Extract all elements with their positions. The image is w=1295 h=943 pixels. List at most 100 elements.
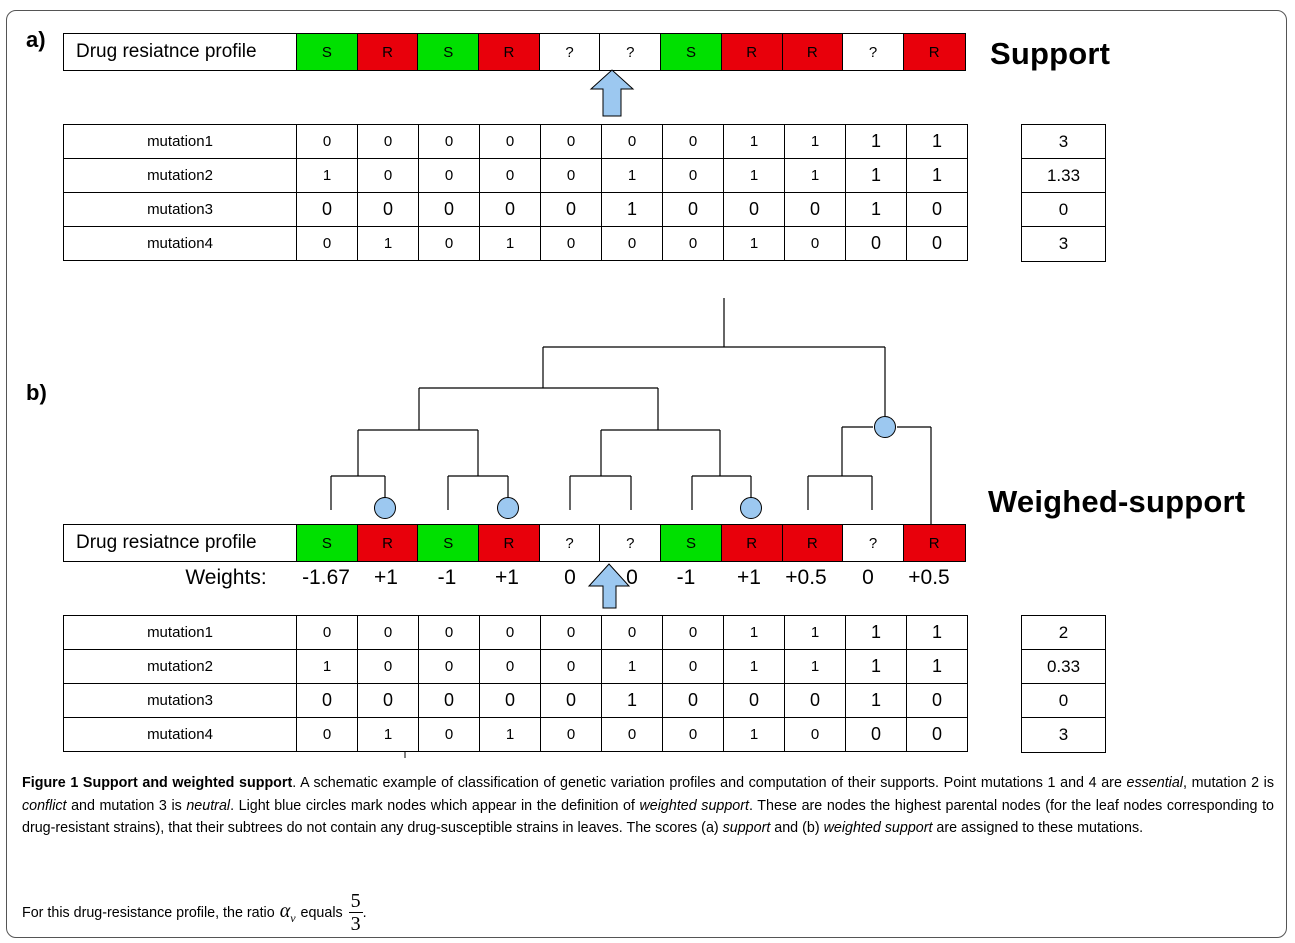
- table-row: mutation1 0 0 0 0 0 0 0 1 1 1 1: [63, 615, 968, 650]
- weighted-support-title: Weighed-support: [988, 484, 1246, 519]
- support-title: Support: [990, 36, 1111, 71]
- score-cell: 0: [1022, 193, 1105, 227]
- mutation-table-a: mutation1 0 0 0 0 0 0 0 1 1 1 1 mutation2 1 0 0 0 0 1 0 1 1 1 1…: [63, 124, 968, 261]
- mutation-value: 0: [296, 615, 358, 650]
- profile-cell: ?: [843, 34, 904, 70]
- profile-cell: ?: [539, 34, 601, 70]
- alpha-symbol: αv: [280, 900, 296, 926]
- table-row: mutation3 0 0 0 0 0 1 0 0 0 1 0: [63, 192, 968, 227]
- alpha-glyph: α: [279, 899, 291, 922]
- mutation-value: 1: [357, 717, 419, 752]
- up-arrow-icon: [589, 69, 635, 117]
- mutation-name: mutation3: [63, 192, 297, 227]
- profile-cell: R: [357, 34, 419, 70]
- weight-value: +1: [737, 566, 761, 589]
- mutation-value: 0: [662, 649, 724, 684]
- ratio-text: For this drug-resistance profile, the ra…: [22, 904, 275, 921]
- profile-cell: S: [418, 525, 480, 561]
- weight-value: +1: [495, 566, 519, 589]
- weights-label: Weights:: [185, 566, 267, 589]
- mutation-value: 1: [601, 158, 663, 193]
- profile-cell: R: [903, 34, 965, 70]
- table-row: mutation4 0 1 0 1 0 0 0 1 0 0 0: [63, 226, 968, 261]
- profile-cell: S: [297, 525, 358, 561]
- score-cell: 0.33: [1022, 650, 1105, 684]
- table-row: mutation4 0 1 0 1 0 0 0 1 0 0 0: [63, 717, 968, 752]
- mutation-value: 0: [296, 717, 358, 752]
- highlighted-nodes: [374, 416, 896, 519]
- mutation-value: 0: [418, 226, 480, 261]
- mutation-value: 0: [418, 649, 480, 684]
- table-row: mutation2 1 0 0 0 0 1 0 1 1 1 1: [63, 649, 968, 684]
- mutation-value: 0: [723, 192, 785, 227]
- mutation-value: 1: [723, 717, 785, 752]
- profile-cell: ?: [843, 525, 904, 561]
- mutation-name: mutation2: [63, 158, 297, 193]
- node-circle-icon: [740, 497, 762, 519]
- mutation-table-b: mutation1 0 0 0 0 0 0 0 1 1 1 1 mutation2 1 0 0 0 0 1 0 1 1 1 1…: [63, 615, 968, 752]
- mutation-value: 1: [601, 192, 663, 227]
- drug-resistance-profile-a: Drug resiatnce profile S R S R?? S R R? R: [63, 33, 966, 71]
- mutation-value: 1: [784, 158, 846, 193]
- mutation-name: mutation4: [63, 226, 297, 261]
- caption-text: and mutation 3 is: [66, 797, 187, 814]
- panel-a-label: a): [26, 27, 46, 52]
- mutation-value: 0: [479, 192, 541, 227]
- support-scores: 3 1.33 0 3: [1021, 124, 1106, 262]
- profile-cell: ?: [600, 34, 662, 70]
- table-row: mutation2 1 0 0 0 0 1 0 1 1 1 1: [63, 158, 968, 193]
- mutation-value: 0: [601, 717, 663, 752]
- figure-frame: [6, 10, 1287, 938]
- caption-text: . A schematic example of classification …: [292, 775, 1127, 791]
- mutation-value: 1: [601, 683, 663, 718]
- caption-text: are assigned to these mutations.: [932, 820, 1144, 836]
- mutation-value: 0: [296, 226, 358, 261]
- mutation-value: 0: [540, 226, 602, 261]
- profile-cell: S: [661, 34, 722, 70]
- ratio-fraction: 5 3: [348, 890, 363, 935]
- weight-value: 0: [862, 566, 874, 589]
- caption-text: , mutation 2 is: [1182, 775, 1275, 791]
- weight-value: +0.5: [908, 566, 950, 589]
- weights-row: Weights: -1.67 +1 -1 +1 0 0 -1 +1 +0.5 0 +0.5: [0, 566, 1295, 600]
- mutation-value: 0: [906, 717, 968, 752]
- table-row: mutation1 0 0 0 0 0 0 0 1 1 1 1: [63, 124, 968, 159]
- mutation-value: 1: [479, 717, 541, 752]
- weight-value: -1: [676, 566, 696, 589]
- ratio-statement: For this drug-resistance profile, the ra…: [22, 890, 367, 935]
- mutation-value: 0: [784, 717, 846, 752]
- profile-cell: S: [661, 525, 722, 561]
- mutation-value: 0: [845, 717, 907, 752]
- caption-text: and (b): [770, 820, 824, 836]
- figure-caption: Figure 1 Support and weighted support. A…: [22, 772, 1274, 840]
- profile-cell: R: [721, 34, 783, 70]
- profile-cell: S: [418, 34, 480, 70]
- score-cell: 3: [1022, 125, 1105, 159]
- weight-value: +1: [374, 566, 398, 589]
- ratio-text: equals: [300, 904, 343, 921]
- mutation-value: 0: [540, 615, 602, 650]
- fraction-denominator: 3: [350, 913, 361, 935]
- caption-term: weighted support: [639, 797, 749, 814]
- mutation-value: 1: [906, 158, 968, 193]
- profile-cell: R: [721, 525, 783, 561]
- mutation-value: 0: [540, 158, 602, 193]
- mutation-value: 0: [540, 717, 602, 752]
- caption-term: essential: [1126, 775, 1183, 791]
- profile-cell: R: [479, 34, 540, 70]
- mutation-value: 1: [784, 649, 846, 684]
- score-cell: 1.33: [1022, 159, 1105, 193]
- drug-resistance-profile-b: Drug resiatnce profile S R S R?? S R R? R: [63, 524, 966, 562]
- fraction-numerator: 5: [348, 890, 363, 913]
- weight-value: -1: [437, 566, 457, 589]
- caption-term: neutral: [186, 797, 231, 814]
- caption-title: Figure 1 Support and weighted support: [22, 775, 293, 791]
- mutation-name: mutation2: [63, 649, 297, 684]
- score-cell: 0: [1022, 684, 1105, 718]
- mutation-value: 0: [906, 192, 968, 227]
- score-cell: 3: [1058, 725, 1069, 744]
- panel-b-label: b): [26, 380, 47, 405]
- weighted-support-scores: 2 0.33 0 3: [1021, 615, 1106, 753]
- alpha-subscript: v: [290, 910, 296, 925]
